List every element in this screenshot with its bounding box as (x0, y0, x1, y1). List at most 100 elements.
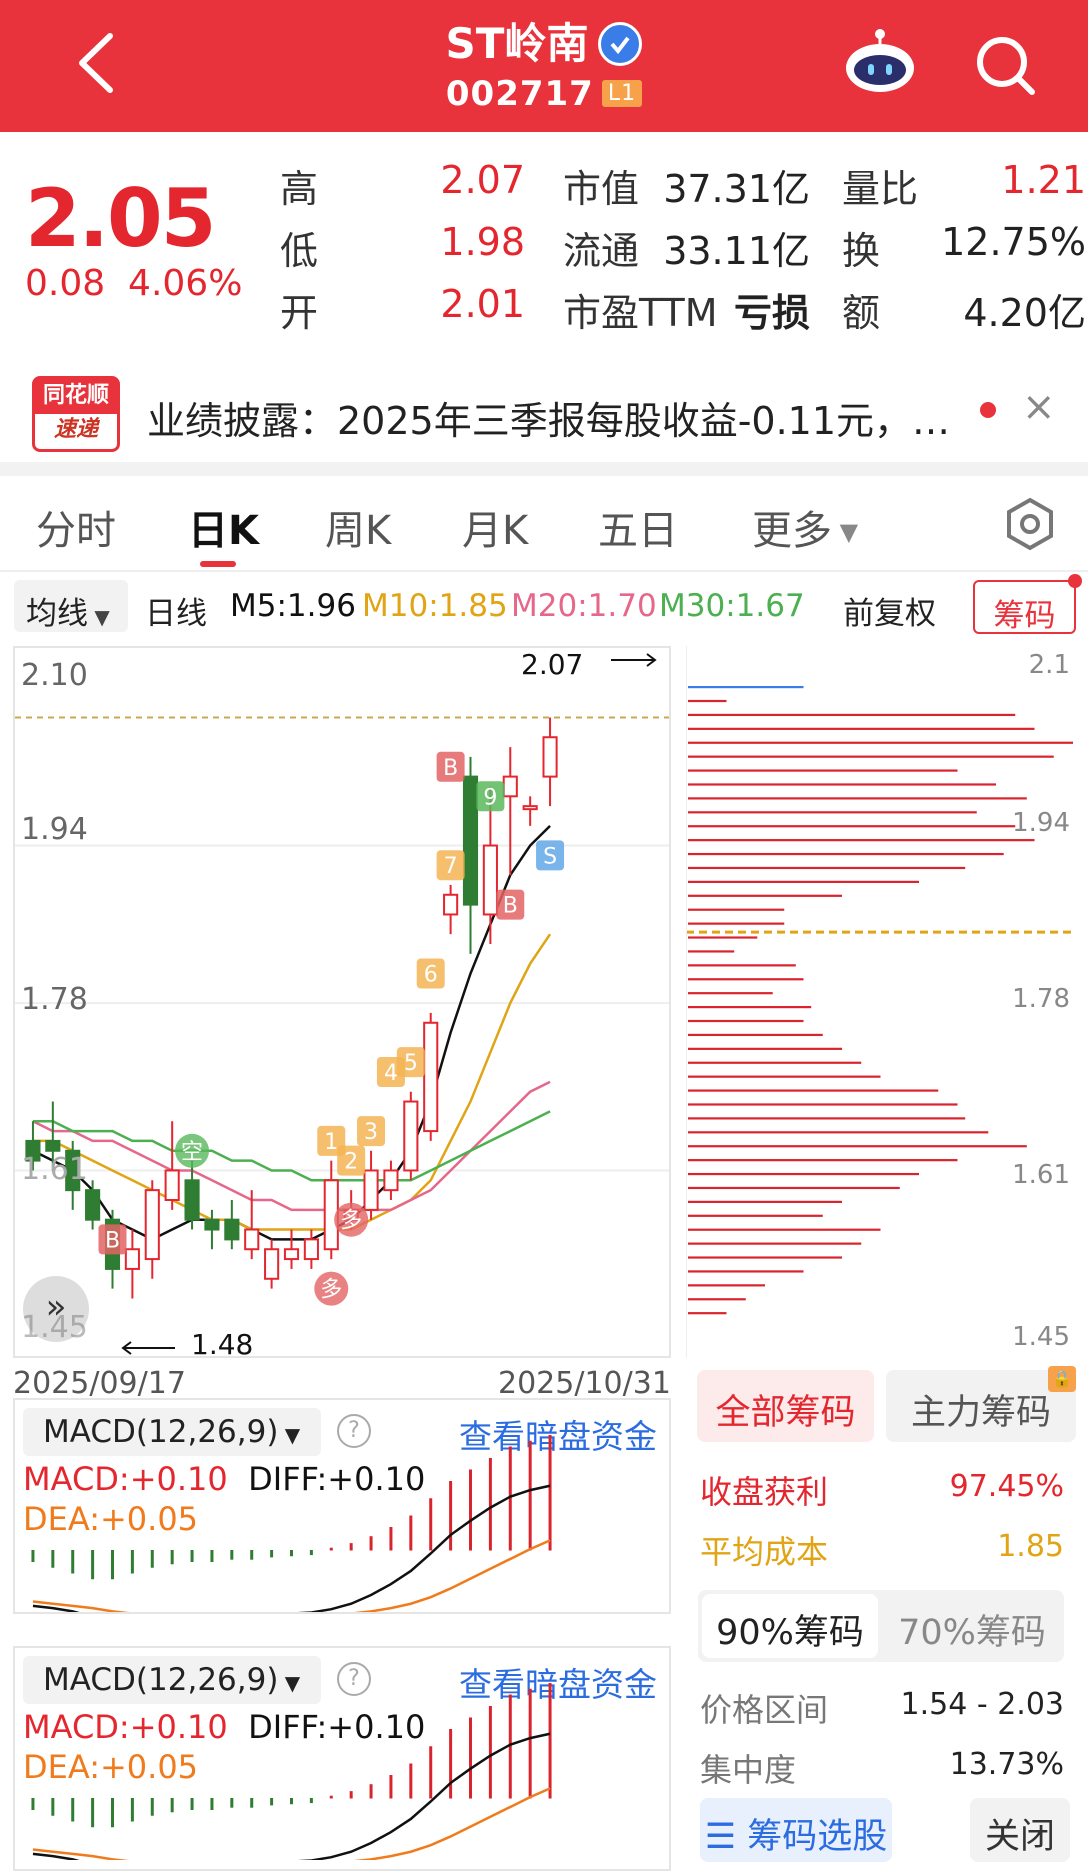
ma-legend-row: 均线 ▼ 日线 M5:1.96 M10:1.85 M20:1.70 M30:1.… (0, 574, 1088, 636)
value-high: 2.07 (440, 158, 525, 202)
diff-line (32, 1484, 551, 1612)
signal-circle (314, 1271, 349, 1306)
chip-bar (688, 1033, 823, 1037)
chip-select-button[interactable]: ☰ 筹码选股 (700, 1798, 892, 1862)
macd-panel-2[interactable]: MACD(12,26,9) ▼ ? 查看暗盘资金 MACD:+0.10 DIFF… (13, 1646, 671, 1871)
chip-bar (688, 839, 1035, 842)
chip-bar (688, 699, 727, 703)
chip-bar (688, 755, 1054, 758)
chip-bar (688, 950, 735, 953)
candle-body (25, 1139, 41, 1162)
caret-down-icon: ▼ (278, 1671, 301, 1695)
chips-dot (1068, 574, 1082, 588)
signal-text: 3 (364, 1120, 378, 1145)
close-chips-button[interactable]: 关闭 (970, 1798, 1070, 1862)
chip-bar (688, 964, 796, 967)
expand-icon[interactable]: » (23, 1276, 89, 1342)
chip-bar (688, 1006, 812, 1009)
concentration-label: 集中度 (700, 1751, 797, 1789)
signal-marker: 7 (436, 850, 465, 881)
tab-month-k[interactable]: 月K (462, 508, 529, 554)
chip-bar (688, 1214, 823, 1217)
stock-code: 002717 (445, 74, 594, 114)
signal-text: 7 (444, 854, 458, 879)
chip-bar (688, 713, 1016, 717)
candle-body (85, 1189, 101, 1221)
chip-bar (688, 894, 842, 897)
signal-text: 4 (384, 1061, 398, 1086)
adjust-mode[interactable]: 前复权 (843, 596, 936, 632)
search-icon[interactable] (970, 30, 1040, 100)
low-arrow-head (121, 1341, 132, 1355)
chip-bar (688, 936, 758, 939)
chip-distribution: 2.1 1.94 1.78 1.61 1.45 (685, 646, 1076, 1358)
signal-box (317, 1125, 346, 1156)
robot-assistant-icon[interactable] (840, 26, 920, 96)
signal-box (98, 1224, 127, 1255)
chevron-left-icon[interactable] (70, 28, 130, 98)
period-label: 日线 (145, 596, 207, 632)
ma30-value: M30:1.67 (659, 588, 805, 624)
tab-90-chips[interactable]: 90%筹码 (702, 1594, 878, 1658)
chip-bar (688, 1200, 842, 1203)
label-turnover: 换 (842, 229, 881, 273)
chip-bar (688, 1117, 966, 1120)
value-volratio: 1.21 (1001, 158, 1086, 202)
level-badge: L1 (601, 80, 643, 107)
macd-svg (31, 1683, 552, 1860)
label-mktcap: 市值 (563, 167, 640, 211)
macd-panel-1[interactable]: MACD(12,26,9) ▼ ? 查看暗盘资金 MACD:+0.10 DIFF… (13, 1398, 671, 1614)
ma-selector[interactable]: 均线 ▼ (14, 580, 128, 632)
signal-box (536, 840, 565, 871)
help-icon[interactable]: ? (337, 1662, 371, 1696)
value-open: 2.01 (440, 282, 525, 326)
label-amount: 额 (842, 291, 881, 335)
candle-body (124, 1248, 140, 1270)
macd-selector-label: MACD(12,26,9) (43, 1662, 279, 1698)
tab-70-chips[interactable]: 70%筹码 (898, 1613, 1046, 1653)
dark-pool-link[interactable]: 查看暗盘资金 (459, 1417, 657, 1456)
ma5-value: M5:1.96 (230, 588, 356, 624)
candle-body (204, 1218, 220, 1231)
candle-body (363, 1169, 379, 1211)
chip-bar (688, 1242, 862, 1245)
chip-bar (688, 1145, 1027, 1148)
signal-marker: 9 (476, 781, 505, 812)
tab-main-chips[interactable]: 主力筹码 🔒 (886, 1366, 1076, 1442)
signal-box (436, 850, 465, 881)
news-ticker[interactable]: 同花顺 速递 业绩披露：2025年三季报每股收益-0.11元，… × (0, 362, 1088, 462)
divider (0, 462, 1088, 476)
tab-day-k[interactable]: 日K (188, 508, 259, 554)
signal-marker: 多 (314, 1271, 349, 1306)
diff-value: DIFF:+0.10 (248, 1460, 426, 1498)
tab-all-chips[interactable]: 全部筹码 (697, 1370, 874, 1442)
signal-box (357, 1116, 386, 1147)
chips-button[interactable]: 筹码 (973, 580, 1076, 634)
signal-circle (175, 1133, 210, 1168)
candle-body (144, 1189, 160, 1261)
help-icon[interactable]: ? (337, 1414, 371, 1448)
macd-selector[interactable]: MACD(12,26,9) ▼ (23, 1408, 321, 1456)
signal-marker: 2 (337, 1145, 366, 1176)
tab-minute[interactable]: 分时 (36, 508, 116, 554)
candle-body (184, 1179, 200, 1221)
chip-bar (688, 1131, 989, 1134)
tab-five-day[interactable]: 五日 (598, 508, 678, 554)
unread-dot (980, 402, 996, 418)
caret-down-icon: ▼ (278, 1423, 301, 1447)
tab-more[interactable]: 更多 ▼ (752, 498, 858, 556)
signal-text: 9 (483, 785, 497, 810)
close-icon[interactable]: × (1022, 384, 1056, 430)
ma-selector-label: 均线 (26, 596, 88, 632)
macd-selector[interactable]: MACD(12,26,9) ▼ (23, 1656, 321, 1704)
news-text[interactable]: 业绩披露：2025年三季报每股收益-0.11元，… (147, 399, 951, 443)
chip-tick-0: 2.1 (1028, 650, 1070, 680)
candle-body (423, 1021, 439, 1133)
candle-body (462, 775, 479, 906)
dark-pool-link[interactable]: 查看暗盘资金 (459, 1665, 657, 1704)
dea-value: DEA:+0.05 (23, 1748, 199, 1786)
chip-select-label: 筹码选股 (747, 1817, 888, 1857)
hexagon-settings-icon[interactable] (1002, 496, 1058, 552)
tab-week-k[interactable]: 周K (325, 508, 392, 554)
